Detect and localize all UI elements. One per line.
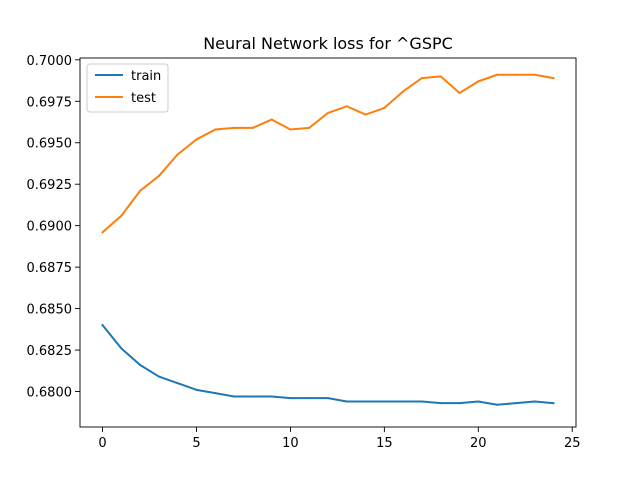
data-point-train-0 [101,324,104,327]
data-point-train-21 [496,403,499,406]
data-point-train-22 [514,402,517,405]
y-tick-label-3: 0.6875 [27,261,73,276]
y-tick-label-7: 0.6975 [27,95,73,110]
data-point-test-17 [420,77,423,80]
x-tick-label-10: 10 [282,436,299,451]
data-point-train-18 [439,402,442,405]
plot-frame [79,57,577,428]
chart-title: Neural Network loss for ^GSPC [203,34,453,53]
data-point-test-5 [195,138,198,141]
x-tick-label-20: 20 [470,436,487,451]
series-layer [101,73,555,406]
data-point-test-1 [120,214,123,217]
data-point-train-6 [214,392,217,395]
data-point-test-3 [157,174,160,177]
data-point-train-5 [195,388,198,391]
data-point-test-18 [439,75,442,78]
data-point-train-19 [458,402,461,405]
data-point-test-24 [552,77,555,80]
data-point-train-3 [157,375,160,378]
data-point-train-16 [402,400,405,403]
data-point-test-8 [251,126,254,129]
data-point-test-12 [327,111,329,114]
data-point-train-17 [420,400,423,403]
data-point-train-12 [327,397,329,400]
data-point-train-13 [345,400,348,403]
data-point-train-23 [533,400,536,403]
data-point-test-16 [402,90,405,93]
y-tick-label-0: 0.6800 [27,386,73,401]
data-point-test-23 [533,73,536,76]
data-point-train-10 [289,397,292,400]
data-point-train-8 [251,395,254,398]
data-point-train-24 [552,402,555,405]
data-point-test-6 [214,128,217,131]
data-point-test-22 [514,73,517,76]
y-tick-label-8: 0.7000 [27,54,73,69]
data-point-train-2 [139,363,142,366]
data-point-test-7 [233,126,236,129]
y-tick-label-2: 0.6850 [27,303,73,318]
data-point-train-20 [477,400,480,403]
data-point-test-9 [270,118,273,121]
data-point-train-11 [308,397,311,400]
y-tick-label-5: 0.6925 [27,178,73,193]
data-point-train-4 [176,382,179,385]
data-point-train-1 [120,347,123,350]
data-point-train-14 [364,400,367,403]
data-point-test-14 [364,113,367,116]
data-point-test-19 [458,91,461,94]
y-tick-label-4: 0.6900 [27,220,73,235]
data-point-test-15 [383,106,386,109]
y-tick-label-6: 0.6950 [27,137,73,152]
data-point-test-2 [139,189,142,192]
data-point-train-15 [383,400,386,403]
data-point-test-21 [496,73,499,76]
x-tick-label-15: 15 [376,436,393,451]
x-tick-label-5: 5 [192,436,200,451]
data-point-test-10 [289,128,292,131]
x-axis: 0 5 10 15 20 25 [98,427,581,451]
legend-label-test: test [131,91,156,106]
data-point-test-13 [345,105,348,108]
data-point-test-11 [308,126,311,129]
data-point-test-20 [477,80,480,83]
y-axis: 0.6800 0.6825 0.6850 0.6875 0.6900 0.6925 0.69… [27,54,80,401]
data-point-test-4 [176,153,179,156]
y-tick-label-1: 0.6825 [27,344,73,359]
data-point-train-9 [270,395,273,398]
data-point-test-0 [101,231,104,234]
data-point-train-7 [233,395,236,398]
x-tick-label-25: 25 [564,436,581,451]
legend: train test [86,63,169,113]
legend-label-train: train [131,69,161,84]
x-tick-label-0: 0 [98,436,106,451]
